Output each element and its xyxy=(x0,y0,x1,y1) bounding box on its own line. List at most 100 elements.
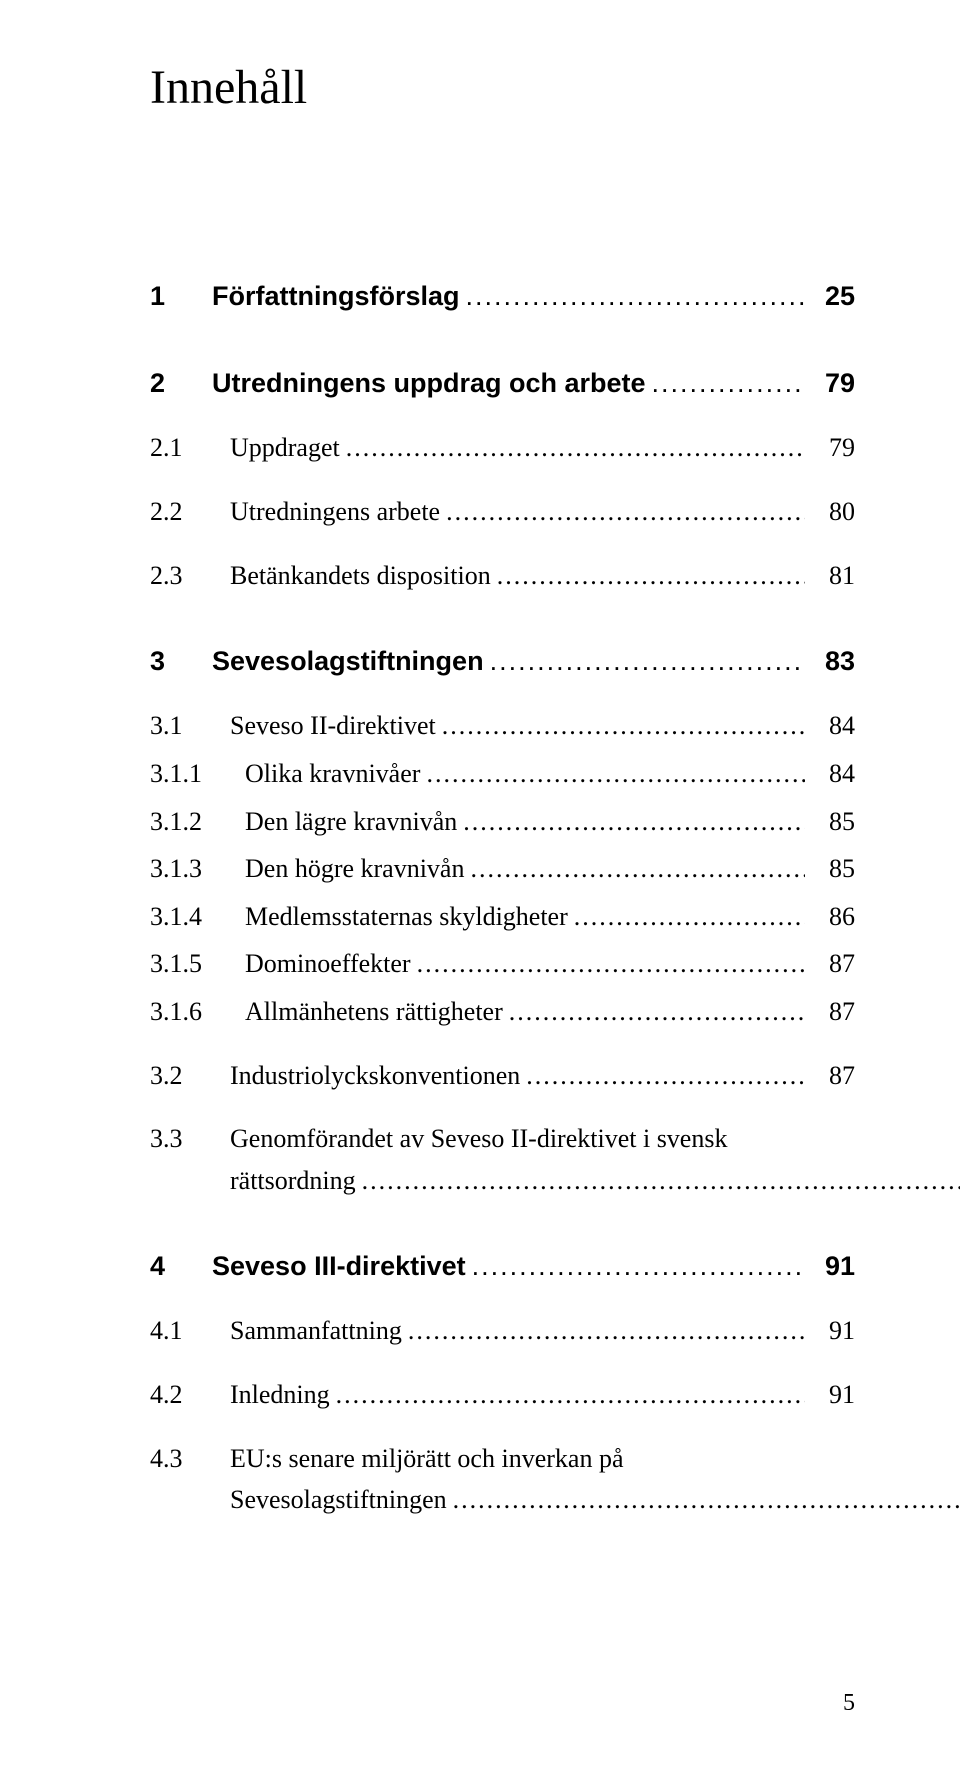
toc-entry-page: 87 xyxy=(811,1055,855,1097)
toc-entry-label: Betänkandets disposition xyxy=(230,555,491,597)
toc-entry-label-line2: Sevesolagstiftningen xyxy=(230,1479,447,1521)
toc-leader xyxy=(442,705,805,747)
toc-entry-number: 3.1.4 xyxy=(150,896,245,938)
toc-entry-label: Sevesolagstiftningen xyxy=(212,640,484,683)
toc-entry: 3Sevesolagstiftningen 83 xyxy=(150,640,855,683)
toc-entry-label: Uppdraget xyxy=(230,427,340,469)
toc-entry: 1Författningsförslag 25 xyxy=(150,275,855,318)
toc-leader xyxy=(497,555,805,597)
toc-entry-label: Medlemsstaternas skyldigheter xyxy=(245,896,568,938)
toc-entry-number: 3.1.6 xyxy=(150,991,245,1033)
toc-entry-number: 3.1 xyxy=(150,705,230,747)
toc-entry: 2.3Betänkandets disposition 81 xyxy=(150,555,855,597)
toc-entry-number: 2.1 xyxy=(150,427,230,469)
toc-leader xyxy=(408,1310,805,1352)
toc-entry: 3.3Genomförandet av Seveso II-direktivet… xyxy=(150,1118,855,1201)
toc-entry-page: 84 xyxy=(811,753,855,795)
toc-leader xyxy=(490,640,805,683)
toc-entry-number: 3.2 xyxy=(150,1055,230,1097)
toc-entry: 4.1Sammanfattning 91 xyxy=(150,1310,855,1352)
toc-entry-label: Industriolyckskonventionen xyxy=(230,1055,520,1097)
toc-entry-page: 91 xyxy=(811,1310,855,1352)
toc-entry-label: Den högre kravnivån xyxy=(245,848,464,890)
toc-leader xyxy=(472,1245,805,1288)
toc-leader xyxy=(463,801,805,843)
toc-entry-label-line2: rättsordning xyxy=(230,1160,356,1202)
toc-entry-number: 4.2 xyxy=(150,1374,230,1416)
toc-leader xyxy=(526,1055,805,1097)
toc-entry-label-line1: EU:s senare miljörätt och inverkan på xyxy=(230,1438,960,1480)
toc-leader xyxy=(509,991,805,1033)
toc-entry-page: 85 xyxy=(811,801,855,843)
toc-entry: 4.3EU:s senare miljörätt och inverkan på… xyxy=(150,1438,855,1521)
toc-entry-number: 3.1.5 xyxy=(150,943,245,985)
toc-entry-page: 87 xyxy=(811,991,855,1033)
toc-entry-page: 25 xyxy=(811,275,855,318)
toc-entry-label-line1: Genomförandet av Seveso II-direktivet i … xyxy=(230,1118,960,1160)
toc-entry-text: Genomförandet av Seveso II-direktivet i … xyxy=(230,1118,960,1201)
toc-entry-page: 80 xyxy=(811,491,855,533)
toc-leader xyxy=(336,1374,805,1416)
toc-entry-label: Den lägre kravnivån xyxy=(245,801,457,843)
toc-entry-page: 83 xyxy=(811,640,855,683)
toc-entry-page: 79 xyxy=(811,362,855,405)
toc-leader xyxy=(453,1479,960,1521)
toc-entry-number: 3.1.1 xyxy=(150,753,245,795)
toc-entry-page: 91 xyxy=(811,1245,855,1288)
toc-entry-label: Dominoeffekter xyxy=(245,943,411,985)
toc-entry-number: 1 xyxy=(150,275,212,318)
toc-leader xyxy=(362,1160,960,1202)
toc-entry-label: Seveso III-direktivet xyxy=(212,1245,466,1288)
toc-entry-label: Sammanfattning xyxy=(230,1310,402,1352)
toc-entry: 3.1.4Medlemsstaternas skyldigheter 86 xyxy=(150,896,855,938)
toc-entry-number: 4 xyxy=(150,1245,212,1288)
toc-leader xyxy=(652,362,805,405)
toc-entry: 2.2Utredningens arbete 80 xyxy=(150,491,855,533)
toc-entry: 2Utredningens uppdrag och arbete 79 xyxy=(150,362,855,405)
toc-title: Innehåll xyxy=(150,60,855,115)
toc-entry-label: Allmänhetens rättigheter xyxy=(245,991,503,1033)
toc-entry-page: 85 xyxy=(811,848,855,890)
toc-entry-page: 81 xyxy=(811,555,855,597)
toc-entry-number: 2.3 xyxy=(150,555,230,597)
toc-entry-text: EU:s senare miljörätt och inverkan påSev… xyxy=(230,1438,960,1521)
toc-leader xyxy=(574,896,805,938)
toc-entry: 3.1.6Allmänhetens rättigheter 87 xyxy=(150,991,855,1033)
toc-entry: 3.1Seveso II-direktivet 84 xyxy=(150,705,855,747)
toc-entry-label: Utredningens uppdrag och arbete xyxy=(212,362,646,405)
page-number: 5 xyxy=(843,1690,855,1717)
toc-entry-page: 91 xyxy=(811,1374,855,1416)
toc-entry-number: 4.3 xyxy=(150,1438,230,1480)
toc-entry: 2.1Uppdraget 79 xyxy=(150,427,855,469)
toc-entry-page: 79 xyxy=(811,427,855,469)
toc-entry-number: 3.1.2 xyxy=(150,801,245,843)
toc-entry-label: Seveso II-direktivet xyxy=(230,705,436,747)
toc-entry-page: 87 xyxy=(811,943,855,985)
toc-entry: 3.1.1Olika kravnivåer 84 xyxy=(150,753,855,795)
toc-leader xyxy=(426,753,805,795)
toc-entry: 4.2Inledning91 xyxy=(150,1374,855,1416)
toc-entry-lastline: Sevesolagstiftningen92 xyxy=(230,1479,960,1521)
toc-leader xyxy=(466,275,806,318)
toc-entry: 3.1.2Den lägre kravnivån 85 xyxy=(150,801,855,843)
toc-leader xyxy=(417,943,805,985)
toc-entry-number: 3 xyxy=(150,640,212,683)
toc-entry-lastline: rättsordning88 xyxy=(230,1160,960,1202)
toc-entry-page: 84 xyxy=(811,705,855,747)
toc-entry-label: Utredningens arbete xyxy=(230,491,440,533)
table-of-contents: 1Författningsförslag 25 2Utredningens uppd… xyxy=(150,275,855,1521)
toc-leader xyxy=(446,491,805,533)
toc-entry-label: Olika kravnivåer xyxy=(245,753,420,795)
toc-entry-number: 3.1.3 xyxy=(150,848,245,890)
toc-entry-number: 4.1 xyxy=(150,1310,230,1352)
toc-entry-page: 86 xyxy=(811,896,855,938)
page: Innehåll 1Författningsförslag252Utrednin… xyxy=(0,0,960,1767)
toc-leader xyxy=(346,427,805,469)
toc-leader xyxy=(470,848,805,890)
toc-entry: 3.2Industriolyckskonventionen 87 xyxy=(150,1055,855,1097)
toc-entry-number: 2 xyxy=(150,362,212,405)
toc-entry-label: Författningsförslag xyxy=(212,275,460,318)
toc-entry: 4Seveso III-direktivet 91 xyxy=(150,1245,855,1288)
toc-entry: 3.1.3Den högre kravnivån 85 xyxy=(150,848,855,890)
toc-entry-number: 2.2 xyxy=(150,491,230,533)
